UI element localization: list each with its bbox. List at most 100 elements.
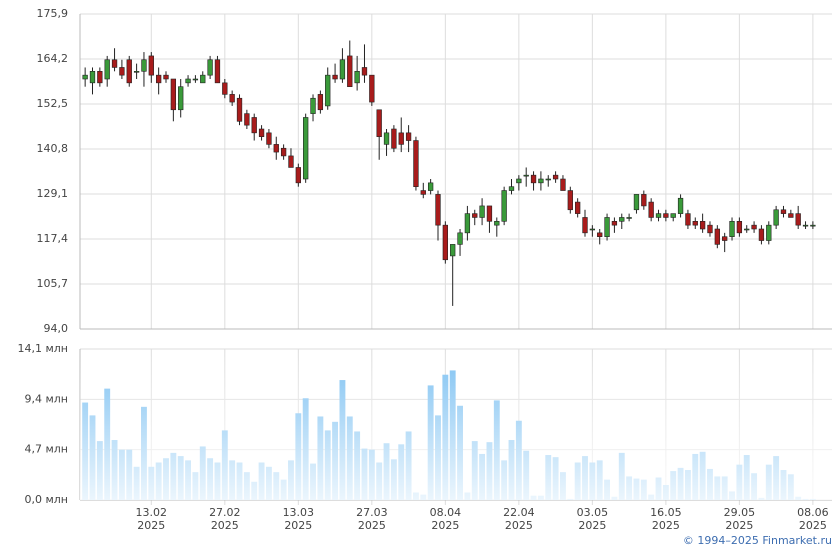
x-tick-label: 08.06 2025	[797, 506, 829, 532]
candle-body	[707, 224, 713, 234]
x-tick-label: 29.05 2025	[723, 506, 756, 532]
candle-body	[648, 201, 654, 218]
candle-body	[435, 194, 441, 226]
candle-body	[383, 132, 390, 145]
candle-body	[361, 67, 368, 76]
volume-tick-label: 14,1 млн	[17, 342, 68, 355]
volume-fade	[80, 349, 832, 500]
candle-body	[332, 74, 338, 80]
candle-body	[442, 224, 448, 261]
candle-body	[582, 217, 588, 234]
candle-body	[641, 194, 647, 207]
volume-tick-label: 9,4 млн	[24, 392, 68, 405]
candle-body	[523, 174, 529, 177]
candle-body	[347, 55, 353, 87]
candle-body	[611, 221, 618, 226]
candle-body	[303, 117, 309, 180]
candle-body	[722, 236, 728, 241]
candle-body	[494, 221, 500, 226]
candle-body	[802, 224, 809, 227]
candle-body	[655, 213, 662, 218]
candle-body	[369, 74, 375, 103]
candle-body	[236, 97, 243, 122]
candle-body	[354, 71, 360, 84]
candle-body	[141, 59, 147, 72]
candle-body	[339, 59, 346, 80]
candle-body	[229, 94, 235, 103]
x-tick-label: 13.03 2025	[282, 506, 315, 532]
y-tick-label: 164,2	[37, 52, 69, 65]
candle-body	[479, 205, 485, 218]
candle-body	[104, 59, 110, 80]
candle-body	[280, 147, 287, 157]
candle-body	[295, 167, 301, 184]
y-tick-label: 129,1	[37, 187, 69, 200]
candle-body	[427, 182, 434, 191]
candle-body	[111, 59, 118, 68]
candle-body	[97, 71, 103, 84]
candle-body	[273, 144, 279, 153]
x-tick-label: 22.04 2025	[503, 506, 535, 532]
candle-body	[156, 74, 162, 84]
candle-body	[288, 155, 294, 168]
candle-body	[126, 59, 132, 84]
candle-body	[420, 190, 426, 195]
candle-body	[119, 67, 125, 76]
candle-body	[699, 221, 706, 230]
candle-body	[633, 194, 640, 211]
candle-body	[619, 217, 625, 222]
x-tick-label: 03.05 2025	[576, 506, 609, 532]
candle-body	[413, 140, 419, 187]
candle-body	[751, 224, 757, 230]
candle-body	[501, 190, 507, 222]
candle-body	[405, 132, 412, 141]
candle-body	[692, 221, 698, 226]
candle-body	[472, 213, 478, 218]
candle-body	[766, 224, 772, 241]
candle-body	[714, 228, 720, 245]
candle-body	[736, 221, 743, 234]
candle-body	[251, 117, 257, 134]
candle-body	[207, 59, 213, 76]
candle-body	[398, 132, 404, 145]
candle-body	[178, 86, 184, 111]
candle-body	[567, 190, 573, 211]
y-tick-label: 117,4	[37, 232, 69, 245]
candle-body	[244, 113, 250, 126]
candle-body	[604, 217, 610, 237]
candle-body	[516, 178, 522, 184]
candle-body	[552, 174, 559, 180]
candle-body	[788, 213, 794, 218]
candle-body	[589, 228, 596, 231]
candle-body	[685, 213, 691, 226]
y-tick-label: 94,0	[44, 322, 69, 335]
candle-body	[310, 97, 316, 114]
candle-body	[810, 224, 816, 227]
y-tick-label: 105,7	[37, 277, 69, 290]
x-tick-label: 27.02 2025	[209, 506, 241, 532]
candle-body	[163, 74, 169, 80]
x-tick-label: 13.02 2025	[135, 506, 168, 532]
candle-body	[89, 71, 96, 84]
candle-body	[133, 71, 140, 73]
candle-body	[575, 201, 581, 214]
candle-body	[325, 74, 331, 107]
candle-body	[670, 213, 676, 218]
candle-body	[170, 78, 177, 111]
candle-body	[192, 78, 199, 81]
candle-body	[773, 209, 779, 226]
candle-body	[538, 178, 544, 184]
x-tick-label: 16.05 2025	[650, 506, 682, 532]
candle-body	[464, 213, 471, 234]
candle-body	[317, 94, 324, 111]
candle-body	[82, 74, 88, 80]
candle-body	[795, 213, 801, 226]
candle-body	[729, 221, 735, 237]
candle-body	[457, 232, 463, 245]
y-tick-label: 140,8	[37, 142, 69, 155]
candle-body	[780, 209, 787, 214]
volume-tick-label: 0,0 млн	[24, 493, 68, 506]
candle-body	[266, 132, 272, 145]
